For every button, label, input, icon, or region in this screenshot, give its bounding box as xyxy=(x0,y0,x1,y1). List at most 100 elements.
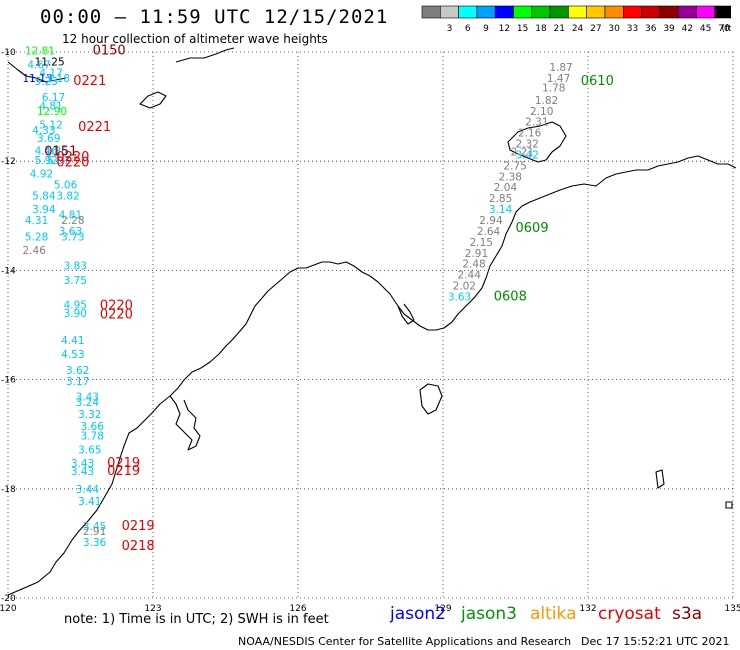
wave-height-label: 2.02 xyxy=(453,281,476,293)
color-scale-label: 39 xyxy=(663,24,675,34)
x-tick-label: 129 xyxy=(434,604,451,614)
pass-time-label: 0219 xyxy=(107,456,140,471)
wave-height-label: 2.28 xyxy=(61,215,84,227)
y-tick-label: -14 xyxy=(1,266,16,276)
wave-height-label: 12.81 xyxy=(25,46,55,58)
wave-height-label: 4.67 xyxy=(27,59,50,71)
pass-time-label: 0220 xyxy=(56,150,89,165)
wave-height-label: 4.16 xyxy=(35,146,59,158)
wave-height-label: 3.66 xyxy=(81,421,105,433)
wave-height-label: 3.63 xyxy=(59,226,82,238)
pass-time-label: 0150 xyxy=(93,44,126,59)
wave-height-label: 3.43 xyxy=(71,458,94,470)
pass-time-label: 0220 xyxy=(100,307,133,322)
wave-height-label: 3.42 xyxy=(516,149,539,161)
pass-time-label: 0220 xyxy=(56,156,89,171)
wave-height-label: 2.44 xyxy=(458,270,482,282)
color-scale-label: 70 xyxy=(718,24,730,34)
wave-height-label: 3.32 xyxy=(78,409,101,421)
wave-height-label: 3.83 xyxy=(64,260,87,272)
y-tick-label: -16 xyxy=(1,376,16,386)
wave-height-label: 3.69 xyxy=(37,133,60,145)
wave-height-label: 5.84 xyxy=(32,190,56,202)
page-title: 00:00 – 11:59 UTC 12/15/2021 xyxy=(40,6,389,28)
y-tick-label: -12 xyxy=(1,157,16,167)
color-scale-label: 6 xyxy=(465,24,471,34)
wave-height-label: 3.65 xyxy=(78,444,101,456)
x-tick-label: 132 xyxy=(579,604,596,614)
wave-height-label: 1.78 xyxy=(542,82,565,94)
mainland-coastline xyxy=(7,155,737,596)
wave-height-label: 3.75 xyxy=(64,275,87,287)
x-tick-label: 126 xyxy=(289,604,306,614)
satellite-legend-jason2: jason2 xyxy=(390,604,446,624)
coastline xyxy=(7,47,737,596)
page-subtitle: 12 hour collection of altimeter wave hei… xyxy=(62,32,328,46)
wave-height-label: 6.17 xyxy=(42,92,65,104)
wave-height-label: 3.90 xyxy=(64,308,87,320)
king-sound-coastline xyxy=(169,395,201,451)
pass-time-label: 0609 xyxy=(516,221,549,236)
color-scale-label: 3 xyxy=(447,24,453,34)
wave-height-label: 3.94 xyxy=(32,204,56,216)
y-tick-label: -20 xyxy=(1,594,16,604)
wave-height-label: 3.43 xyxy=(71,466,94,478)
pass-time-label: 0610 xyxy=(581,74,614,89)
wave-height-label: 4.33 xyxy=(32,125,55,137)
pass-time-label: 0219 xyxy=(122,519,155,534)
wave-height-label: 3.44 xyxy=(76,484,100,496)
pass-time-label: 0608 xyxy=(494,289,527,304)
east-islet xyxy=(725,501,733,509)
roti-island xyxy=(139,91,167,109)
wave-height-label: 12.90 xyxy=(37,106,67,118)
x-tick-label: 123 xyxy=(144,604,161,614)
wave-height-label: 2.94 xyxy=(479,215,503,227)
pass-time-label: 0219 xyxy=(107,464,140,479)
credit-line: NOAA/NESDIS Center for Satellite Applica… xyxy=(238,635,572,648)
satellite-legend-cryosat: cryosat xyxy=(598,604,661,624)
wave-height-label: 11.13 xyxy=(23,73,53,85)
pass-time-label: 0220 xyxy=(100,299,133,314)
color-scale-label: 33 xyxy=(627,24,638,34)
wave-height-label: 2.85 xyxy=(489,193,512,205)
wave-height-label: 5.18 xyxy=(47,73,70,85)
color-scale-label: 12 xyxy=(499,24,510,34)
color-scale-swatch xyxy=(714,5,731,19)
cambridge-gulf-coastline xyxy=(397,303,415,325)
satellite-legend-jason3: jason3 xyxy=(461,604,517,624)
wave-height-label: 4.81 xyxy=(39,100,62,112)
generation-timestamp: Dec 17 15:52:21 UTC 2021 xyxy=(581,635,730,648)
y-tick-label: -10 xyxy=(1,48,16,58)
timor-island xyxy=(175,47,235,63)
color-scale-label: 9 xyxy=(483,24,489,34)
pass-time-label: 0221 xyxy=(73,74,106,89)
wave-height-label: 3.41 xyxy=(78,496,101,508)
wave-height-label: 3.24 xyxy=(76,397,100,409)
wave-height-label: 1.82 xyxy=(535,95,558,107)
wave-height-label: 5.07 xyxy=(47,155,70,167)
wave-height-label: 3.82 xyxy=(56,190,79,202)
wave-height-label: 2.91 xyxy=(465,248,488,260)
wave-height-label: 2.32 xyxy=(516,139,539,151)
x-tick-label: 120 xyxy=(0,604,17,614)
color-scale-label: 30 xyxy=(608,24,620,34)
wave-height-label: 3.43 xyxy=(76,391,99,403)
bathurst-offshore-island xyxy=(419,383,443,415)
wave-height-label: 3.62 xyxy=(66,365,89,377)
wave-height-label: 2.31 xyxy=(525,117,548,129)
wave-height-label: 2.38 xyxy=(499,171,522,183)
pass-time-label: 0151 xyxy=(44,145,77,160)
color-scale-label: 36 xyxy=(645,24,657,34)
wave-height-label: 4.41 xyxy=(61,335,84,347)
color-scale-label: 45 xyxy=(700,24,711,34)
color-scale-label: 27 xyxy=(590,24,601,34)
wave-height-label: 2.15 xyxy=(470,237,493,249)
wave-height-label: 3.78 xyxy=(81,431,104,443)
wave-height-label: 3.63 xyxy=(448,291,471,303)
units-note: note: 1) Time is in UTC; 2) SWH is in fe… xyxy=(64,612,329,627)
wave-height-label: 3.36 xyxy=(83,537,107,549)
pass-time-labels: 0150022102210151022002200220022002190219… xyxy=(44,44,614,554)
wave-height-label: 4.31 xyxy=(25,215,48,227)
wave-height-labels: 12.8111.254.674.1711.135.235.186.174.811… xyxy=(23,46,573,549)
